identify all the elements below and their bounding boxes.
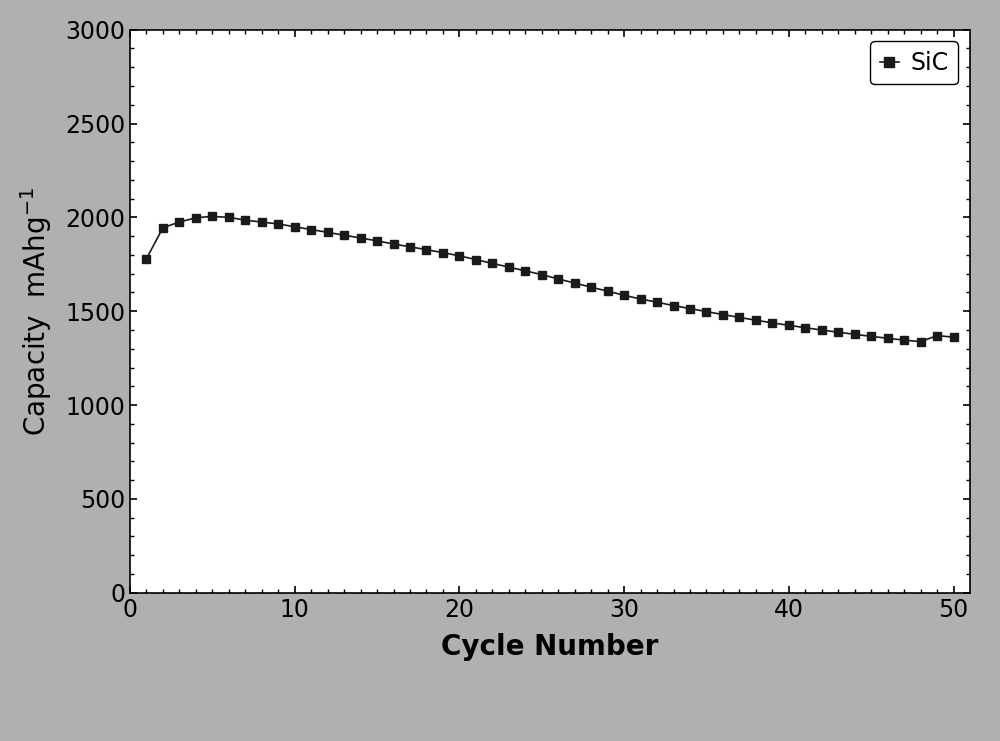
SiC	[651, 298, 663, 307]
SiC	[585, 283, 597, 292]
SiC	[783, 321, 795, 330]
SiC	[239, 216, 251, 225]
SiC	[536, 270, 548, 279]
X-axis label: Cycle Number: Cycle Number	[441, 633, 659, 661]
SiC	[931, 331, 943, 340]
SiC	[684, 304, 696, 313]
SiC	[733, 313, 745, 322]
SiC	[832, 328, 844, 336]
SiC	[849, 330, 861, 339]
SiC	[503, 262, 515, 271]
SiC	[355, 233, 367, 242]
SiC	[882, 333, 894, 342]
SiC	[865, 332, 877, 341]
SiC	[289, 222, 301, 231]
SiC	[190, 213, 202, 222]
Y-axis label: Capacity  mAhg$^{-1}$: Capacity mAhg$^{-1}$	[18, 187, 54, 436]
SiC	[569, 279, 581, 288]
SiC	[371, 236, 383, 245]
SiC	[618, 290, 630, 299]
SiC	[173, 218, 185, 227]
SiC	[799, 323, 811, 332]
SiC	[668, 301, 680, 310]
Line: SiC: SiC	[142, 212, 958, 346]
SiC	[404, 242, 416, 251]
SiC	[898, 336, 910, 345]
SiC	[305, 225, 317, 234]
SiC	[256, 218, 268, 227]
SiC	[453, 251, 465, 260]
SiC	[338, 230, 350, 239]
SiC	[519, 267, 531, 276]
SiC	[157, 223, 169, 232]
SiC	[322, 228, 334, 237]
SiC	[700, 308, 712, 316]
SiC	[816, 325, 828, 334]
SiC	[140, 254, 152, 263]
Legend: SiC: SiC	[870, 41, 958, 84]
SiC	[388, 239, 400, 248]
SiC	[717, 310, 729, 319]
SiC	[948, 333, 960, 342]
SiC	[272, 219, 284, 228]
SiC	[420, 245, 432, 254]
SiC	[223, 213, 235, 222]
SiC	[486, 259, 498, 268]
SiC	[437, 248, 449, 257]
SiC	[766, 319, 778, 328]
SiC	[602, 287, 614, 296]
SiC	[635, 295, 647, 304]
SiC	[206, 212, 218, 221]
SiC	[750, 316, 762, 325]
SiC	[552, 274, 564, 283]
SiC	[470, 255, 482, 264]
SiC	[915, 337, 927, 346]
